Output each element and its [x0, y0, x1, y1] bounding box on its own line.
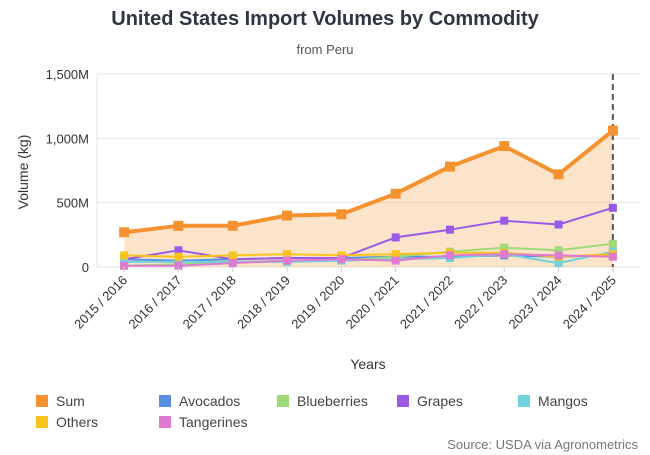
point-sum-2021-2022[interactable]: [444, 161, 455, 172]
point-others-2015-2016[interactable]: [120, 251, 129, 260]
y-tick-label-1-000m: 1,000M: [46, 131, 89, 146]
legend-label-blueberries: Blueberries: [297, 393, 368, 409]
legend-label-mangos: Mangos: [538, 393, 588, 409]
point-sum-2019-2020[interactable]: [336, 209, 347, 220]
point-sum-2024-2025[interactable]: [607, 125, 618, 136]
point-tangerines-2023-2024[interactable]: [554, 251, 563, 260]
point-tangerines-2019-2020[interactable]: [337, 255, 346, 264]
y-axis-label: Volume (kg): [15, 135, 31, 210]
legend-label-grapes: Grapes: [417, 393, 463, 409]
y-axis-ticks: 0 500M 1,000M 1,500M: [46, 67, 89, 275]
series-lines: [122, 128, 615, 267]
series-line-sum: [122, 128, 615, 235]
legend-item-tangerines[interactable]: Tangerines: [159, 414, 248, 430]
legend-swatch-avocados: [159, 395, 171, 407]
point-grapes-2022-2023[interactable]: [500, 216, 509, 225]
source-credit[interactable]: Source: USDA via Agronometrics: [447, 437, 638, 452]
series-points[interactable]: [119, 125, 618, 270]
legend-swatch-tangerines: [159, 416, 171, 428]
point-blueberries-2024-2025[interactable]: [608, 239, 617, 248]
x-tick-label-2015-2016: 2015 / 2016: [71, 273, 130, 332]
legend-swatch-blueberries: [277, 395, 289, 407]
point-sum-2022-2023[interactable]: [499, 141, 510, 152]
point-tangerines-2021-2022[interactable]: [445, 251, 454, 260]
point-blueberries-2022-2023[interactable]: [500, 243, 509, 252]
legend-item-others[interactable]: Others: [36, 414, 98, 430]
x-tick-label-2023-2024: 2023 / 2024: [505, 273, 564, 332]
x-tick-label-2018-2019: 2018 / 2019: [234, 273, 293, 332]
legend-label-tangerines: Tangerines: [179, 414, 248, 430]
x-tick-label-2016-2017: 2016 / 2017: [125, 273, 184, 332]
point-others-2018-2019[interactable]: [283, 250, 292, 259]
legend-label-avocados: Avocados: [179, 393, 241, 409]
x-tick-label-2017-2018: 2017 / 2018: [180, 273, 239, 332]
point-tangerines-2018-2019[interactable]: [283, 256, 292, 265]
chart-subtitle: from Peru: [296, 42, 354, 57]
point-grapes-2020-2021[interactable]: [391, 233, 400, 242]
legend-item-mangos[interactable]: Mangos: [518, 393, 588, 409]
point-sum-2017-2018[interactable]: [227, 220, 238, 231]
legend-item-blueberries[interactable]: Blueberries: [277, 393, 368, 409]
sum-area: [124, 130, 613, 267]
x-axis-label: Years: [350, 356, 385, 372]
series-line-grapes: [123, 206, 614, 261]
point-tangerines-2017-2018[interactable]: [228, 259, 237, 268]
legend-swatch-grapes: [397, 395, 409, 407]
point-grapes-2024-2025[interactable]: [608, 203, 617, 212]
y-tick-label-0: 0: [82, 260, 89, 275]
y-tick-label-1-500m: 1,500M: [46, 67, 89, 82]
area-sum: [124, 130, 613, 267]
point-tangerines-2020-2021[interactable]: [391, 256, 400, 265]
legend-label-sum: Sum: [56, 393, 85, 409]
point-others-2017-2018[interactable]: [228, 251, 237, 260]
point-grapes-2016-2017[interactable]: [174, 246, 183, 255]
series-line-avocados: [123, 254, 614, 262]
point-blueberries-2023-2024[interactable]: [554, 246, 563, 255]
point-tangerines-2024-2025[interactable]: [608, 252, 617, 261]
point-sum-2023-2024[interactable]: [553, 169, 564, 180]
x-tick-label-2021-2022: 2021 / 2022: [397, 273, 456, 332]
point-others-2020-2021[interactable]: [391, 250, 400, 259]
x-tick-label-2022-2023: 2022 / 2023: [451, 273, 510, 332]
y-tick-label-500m: 500M: [56, 196, 89, 211]
series-line-tangerines: [123, 253, 614, 267]
point-tangerines-2022-2023[interactable]: [500, 250, 509, 259]
point-others-2016-2017[interactable]: [174, 252, 183, 261]
legend-item-grapes[interactable]: Grapes: [397, 393, 463, 409]
point-tangerines-2015-2016[interactable]: [120, 261, 129, 270]
chart-title: United States Import Volumes by Commodit…: [111, 8, 539, 30]
point-grapes-2023-2024[interactable]: [554, 220, 563, 229]
legend-swatch-mangos: [518, 395, 530, 407]
legend-item-avocados[interactable]: Avocados: [159, 393, 240, 409]
legend-label-others: Others: [56, 414, 99, 430]
gridlines: [96, 73, 640, 268]
point-sum-2020-2021[interactable]: [390, 188, 401, 199]
series-line-blueberries: [123, 242, 614, 267]
legend-item-sum[interactable]: Sum: [36, 393, 85, 409]
point-sum-2015-2016[interactable]: [119, 227, 130, 238]
x-tick-label-2024-2025: 2024 / 2025: [560, 273, 619, 332]
point-grapes-2021-2022[interactable]: [445, 225, 454, 234]
point-mangos-2023-2024[interactable]: [554, 259, 563, 268]
x-tick-label-2020-2021: 2020 / 2021: [343, 273, 402, 332]
point-sum-2018-2019[interactable]: [282, 210, 293, 221]
legend-swatch-others: [36, 416, 48, 428]
x-tick-label-2019-2020: 2019 / 2020: [288, 273, 347, 332]
point-sum-2016-2017[interactable]: [173, 220, 184, 231]
legend-swatch-sum: [36, 395, 48, 407]
point-tangerines-2016-2017[interactable]: [174, 261, 183, 270]
